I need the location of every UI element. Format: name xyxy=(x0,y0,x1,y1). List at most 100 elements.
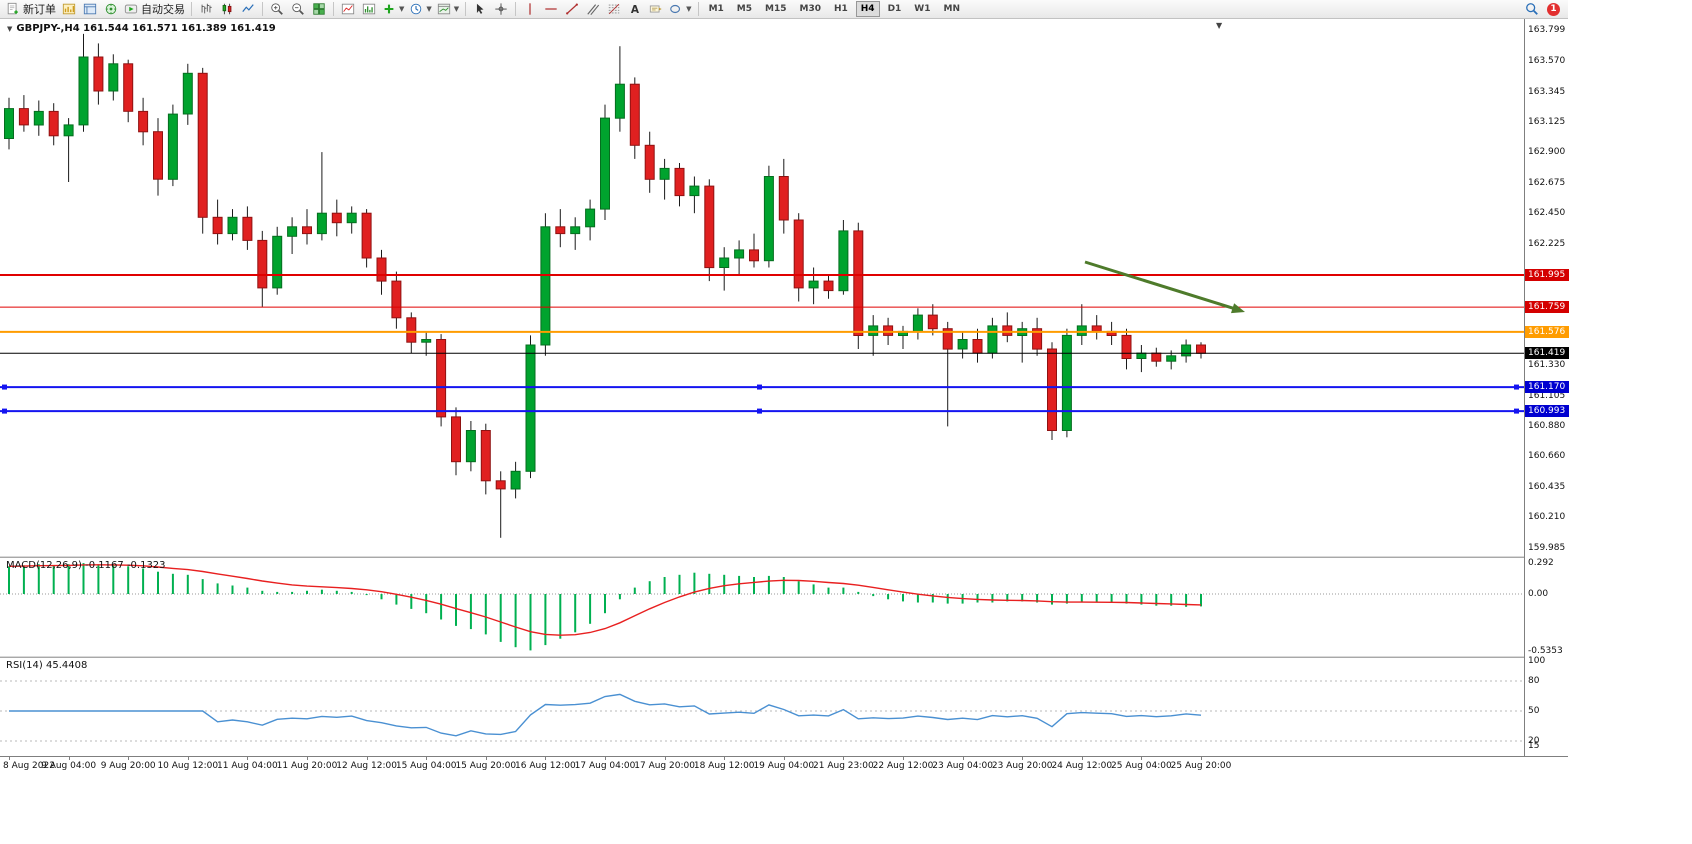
add-indicator-button[interactable]: ▼ xyxy=(380,1,406,18)
market-watch-button[interactable] xyxy=(59,1,79,18)
price-tick-label: 162.225 xyxy=(1528,238,1566,249)
time-tick xyxy=(9,757,10,760)
candle-body xyxy=(1166,355,1177,362)
trend-arrow-object[interactable] xyxy=(1084,260,1238,312)
rsi-line xyxy=(9,693,1202,737)
mt4-window: 新订单 自动交易 xyxy=(0,0,1569,776)
candle-body xyxy=(272,235,283,289)
candle-body xyxy=(540,226,551,346)
candle-body xyxy=(227,216,238,235)
candlestick-icon xyxy=(222,3,232,15)
macd-scale-label: -0.5353 xyxy=(1528,646,1563,656)
search-button[interactable] xyxy=(1522,1,1542,18)
navigator-button[interactable] xyxy=(101,1,121,18)
candle-body xyxy=(361,212,372,259)
timeframe-button-d1[interactable]: D1 xyxy=(887,4,902,14)
candle-body xyxy=(257,239,268,289)
candle-body xyxy=(197,72,208,218)
trendline-tool-button[interactable] xyxy=(562,1,582,18)
macd-scale-label: 0.292 xyxy=(1528,557,1554,568)
shapes-button[interactable]: ▼ xyxy=(667,1,693,18)
zoom-out-button[interactable] xyxy=(288,1,308,18)
rsi-label: RSI(14) 45.4408 xyxy=(6,660,87,671)
time-axis-label: 22 Aug 12:00 xyxy=(872,761,934,771)
market-watch-icon xyxy=(62,3,76,15)
price-chart-canvas[interactable] xyxy=(0,19,1524,556)
rsi-panel-canvas[interactable] xyxy=(0,658,1524,756)
timeframe-button-m1[interactable]: M1 xyxy=(708,4,724,14)
macd-panel-canvas[interactable] xyxy=(0,558,1524,656)
time-tick xyxy=(247,757,249,760)
time-axis-label: 23 Aug 04:00 xyxy=(932,761,993,771)
timeframe-button-w1[interactable]: W1 xyxy=(914,4,931,14)
vertical-line-tool-button[interactable] xyxy=(520,1,540,18)
candle-body xyxy=(451,416,461,463)
candle-body xyxy=(957,339,968,350)
trendline-icon xyxy=(566,3,579,15)
indicators-button[interactable] xyxy=(338,1,358,18)
timeframe-button-m15[interactable]: M15 xyxy=(765,4,787,14)
candle-body xyxy=(495,480,506,490)
text-tool-button[interactable]: A xyxy=(625,1,645,18)
line-selection-handle[interactable] xyxy=(1514,408,1519,414)
candle-body xyxy=(421,339,432,343)
bar-chart-mode-button[interactable] xyxy=(196,1,216,18)
zoom-in-button[interactable] xyxy=(267,1,287,18)
chevron-down-icon: ▼ xyxy=(453,4,460,13)
timeframe-button-h1[interactable]: H1 xyxy=(833,4,848,14)
channel-tool-button[interactable] xyxy=(583,1,603,18)
toolbar-separator xyxy=(465,2,467,16)
new-order-button[interactable]: 新订单 xyxy=(4,1,58,18)
line-selection-handle[interactable] xyxy=(757,408,762,414)
line-chart-mode-button[interactable] xyxy=(238,1,258,18)
templates-button[interactable]: ▼ xyxy=(435,1,461,18)
candle-body xyxy=(585,208,596,228)
candle-body xyxy=(749,249,759,262)
candle-body xyxy=(1002,325,1013,336)
label-tag-icon xyxy=(650,5,662,13)
candle-body xyxy=(689,185,700,197)
time-axis-label: 10 Aug 12:00 xyxy=(157,761,219,771)
cursor-tool-button[interactable] xyxy=(470,1,490,18)
timeframe-button-h4[interactable]: H4 xyxy=(855,1,880,17)
line-selection-handle[interactable] xyxy=(2,408,7,414)
line-selection-handle[interactable] xyxy=(2,384,7,390)
timeframe-button-m30[interactable]: M30 xyxy=(799,4,821,14)
data-window-button[interactable] xyxy=(80,1,100,18)
fibonacci-tool-button[interactable] xyxy=(604,1,624,18)
tile-windows-button[interactable] xyxy=(309,1,329,18)
time-axis-label: 9 Aug 04:00 xyxy=(41,761,97,771)
candle-body xyxy=(972,339,983,354)
line-selection-handle[interactable] xyxy=(1514,384,1519,390)
indicator-list-button[interactable] xyxy=(359,1,379,18)
line-selection-handle[interactable] xyxy=(757,384,762,390)
notification-badge[interactable]: 1 xyxy=(1547,2,1560,16)
svg-text:A: A xyxy=(631,4,640,16)
price-axis[interactable]: 163.799 163.570 163.345 163.125 162.900 162.6… xyxy=(1524,19,1569,756)
candle-body xyxy=(704,185,715,269)
timeframe-button-mn[interactable]: MN xyxy=(943,4,961,14)
crosshair-tool-button[interactable] xyxy=(491,1,511,18)
candle-body xyxy=(674,167,685,197)
shift-end-marker[interactable]: ▼ xyxy=(1216,21,1223,30)
time-axis[interactable]: 8 Aug 2022 9 Aug 04:00 9 Aug 20:00 10 Aug 1… xyxy=(0,756,1568,776)
time-tick xyxy=(485,757,487,760)
zoom-out-icon xyxy=(292,3,304,15)
time-axis-label: 18 Aug 12:00 xyxy=(693,761,755,771)
autotrading-button[interactable]: 自动交易 xyxy=(122,1,187,18)
time-tick xyxy=(545,757,547,760)
panel-splitter[interactable] xyxy=(0,556,1568,558)
periods-button[interactable]: ▼ xyxy=(407,1,433,18)
text-label-tool-button[interactable] xyxy=(646,1,666,18)
time-tick xyxy=(128,757,130,760)
candle-body xyxy=(912,314,923,332)
candlestick-mode-button[interactable] xyxy=(217,1,237,18)
horizontal-line-tool-button[interactable] xyxy=(541,1,561,18)
time-tick xyxy=(962,757,964,760)
price-tick-label: 162.675 xyxy=(1528,177,1566,188)
time-axis-label: 19 Aug 04:00 xyxy=(753,761,815,771)
rsi-scale-label: 15 xyxy=(1528,741,1540,751)
candle-body xyxy=(1091,325,1102,332)
timeframe-button-m5[interactable]: M5 xyxy=(736,4,752,14)
panel-splitter[interactable] xyxy=(0,656,1568,658)
